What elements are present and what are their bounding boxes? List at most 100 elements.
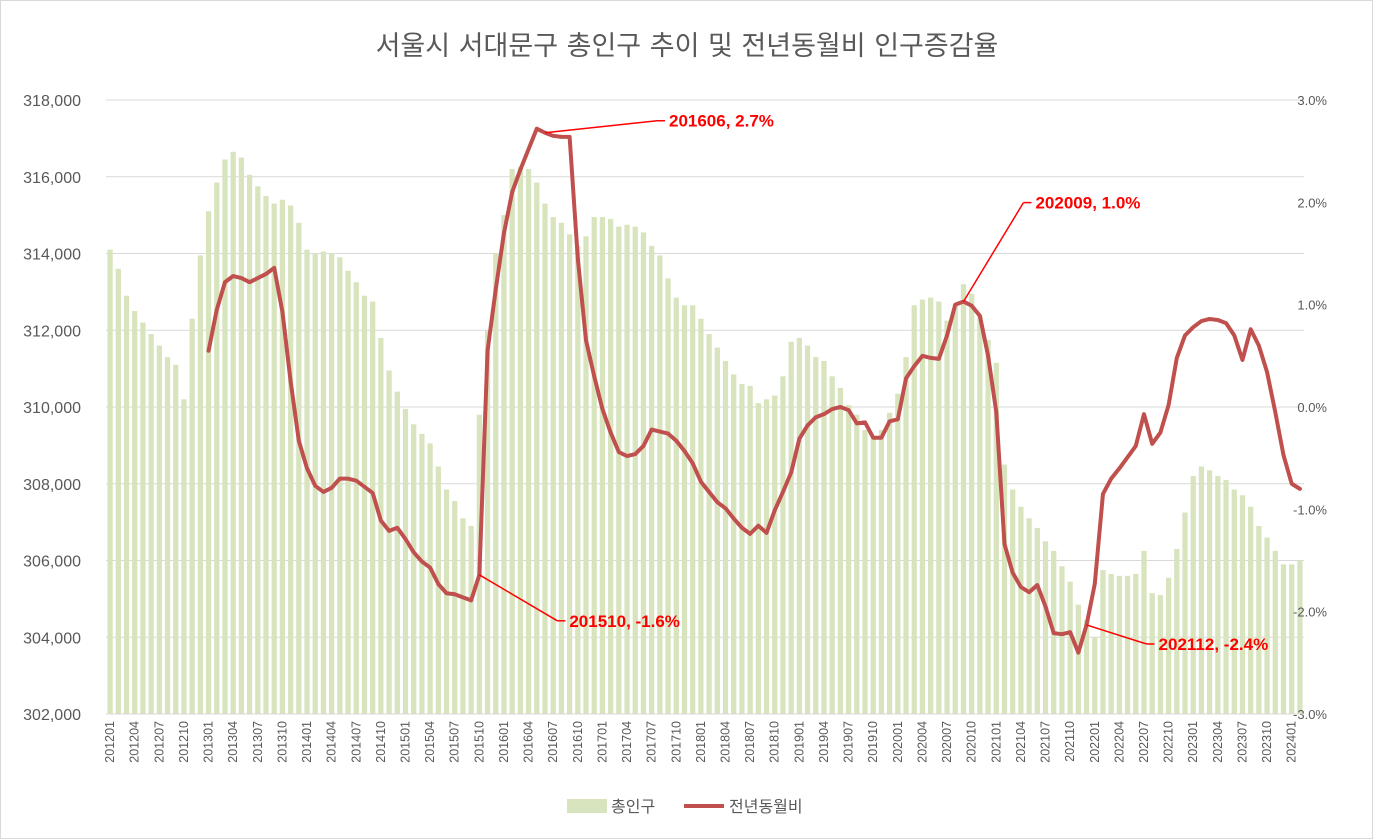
bar <box>673 297 679 714</box>
x-tick-label: 201810 <box>768 721 782 763</box>
x-tick-label: 201601 <box>497 721 511 763</box>
bar <box>255 186 261 714</box>
annotation-leader <box>478 574 558 622</box>
bar <box>173 364 179 714</box>
bar <box>484 330 491 714</box>
bar <box>1075 604 1081 714</box>
bar <box>739 383 745 714</box>
bar <box>1182 512 1188 714</box>
bar <box>772 395 778 714</box>
bar <box>107 249 113 714</box>
bar <box>419 433 425 714</box>
bar <box>1256 525 1262 714</box>
bar <box>993 362 999 714</box>
x-tick-label: 202107 <box>1039 721 1053 763</box>
bar <box>435 466 441 714</box>
bar <box>1149 593 1155 714</box>
y-right-tick-label: 0.0% <box>1297 400 1327 415</box>
bar <box>755 403 761 714</box>
chart-title: 서울시 서대문구 총인구 추이 및 전년동월비 인구증감율 <box>376 31 999 62</box>
y-left-tick-label: 314,000 <box>23 247 81 264</box>
legend-label-line: 전년동월비 <box>729 797 803 816</box>
bar <box>386 370 392 714</box>
bar <box>837 387 844 714</box>
bar <box>1174 548 1180 714</box>
annotation-leader <box>544 120 658 134</box>
bar <box>501 215 507 714</box>
y-left-tick-label: 312,000 <box>23 323 81 340</box>
bar <box>1026 518 1032 714</box>
bar <box>895 393 901 714</box>
x-tick-label: 201410 <box>374 721 388 763</box>
bar <box>337 257 343 714</box>
bar <box>329 253 335 714</box>
bar <box>1289 564 1295 714</box>
bar <box>164 357 171 714</box>
x-tick-label: 201310 <box>275 721 289 763</box>
x-tick-label: 201901 <box>792 721 806 763</box>
legend-swatch-bar <box>567 799 607 813</box>
bar <box>583 236 589 714</box>
line-path <box>206 126 1302 655</box>
bar <box>936 301 942 714</box>
y-left-tick-label: 306,000 <box>23 554 81 571</box>
x-tick-label: 201807 <box>743 721 757 763</box>
bar <box>197 255 203 714</box>
bar <box>788 341 794 714</box>
bar <box>238 157 245 714</box>
x-tick-label: 202210 <box>1162 721 1176 763</box>
bar <box>804 345 811 714</box>
bar <box>944 320 950 714</box>
bar <box>345 270 351 714</box>
bar <box>230 151 236 714</box>
bar <box>132 311 138 714</box>
x-tick-label: 202207 <box>1137 721 1151 763</box>
x-tick-label: 201607 <box>546 721 560 763</box>
x-tick-label: 201904 <box>817 721 831 763</box>
x-tick-label: 202204 <box>1112 721 1126 763</box>
y-right-tick-label: -1.0% <box>1293 502 1327 517</box>
y-right-tick-label: -2.0% <box>1293 605 1327 620</box>
bar <box>829 376 835 714</box>
bar <box>304 249 310 714</box>
x-tick-label: 201804 <box>719 721 733 763</box>
x-tick-label: 201204 <box>128 721 142 763</box>
bar <box>214 182 220 715</box>
bar <box>1124 575 1131 714</box>
bar <box>886 412 893 714</box>
bar <box>706 334 712 714</box>
bar <box>928 297 934 714</box>
bar <box>427 443 433 714</box>
x-tick-label: 201801 <box>694 721 708 763</box>
bar <box>1108 573 1114 714</box>
bar <box>1207 470 1213 714</box>
bar <box>591 217 597 714</box>
bar <box>452 501 458 714</box>
bar <box>443 489 450 714</box>
x-tick-label: 201707 <box>645 721 659 763</box>
bar <box>1297 560 1303 714</box>
bar <box>1133 573 1139 714</box>
bar <box>460 518 466 714</box>
bar <box>763 399 770 714</box>
bar <box>468 525 474 714</box>
bar <box>911 305 917 714</box>
x-tick-label: 202401 <box>1285 721 1299 763</box>
bar <box>509 169 515 714</box>
x-tick-label: 201401 <box>300 721 314 763</box>
bar <box>952 305 958 714</box>
bar <box>1280 564 1287 714</box>
bar <box>690 305 696 714</box>
annotation-label: 202112, -2.4% <box>1159 635 1269 654</box>
bar <box>780 376 786 714</box>
bar <box>714 347 720 714</box>
bar <box>616 226 622 714</box>
bar <box>1116 575 1123 714</box>
bar <box>378 337 384 714</box>
y-left-tick-label: 318,000 <box>23 93 81 110</box>
legend: 총인구 전년동월비 <box>567 797 803 816</box>
bar <box>813 357 819 714</box>
bar <box>1059 566 1065 714</box>
x-tick-label: 201304 <box>226 721 240 763</box>
